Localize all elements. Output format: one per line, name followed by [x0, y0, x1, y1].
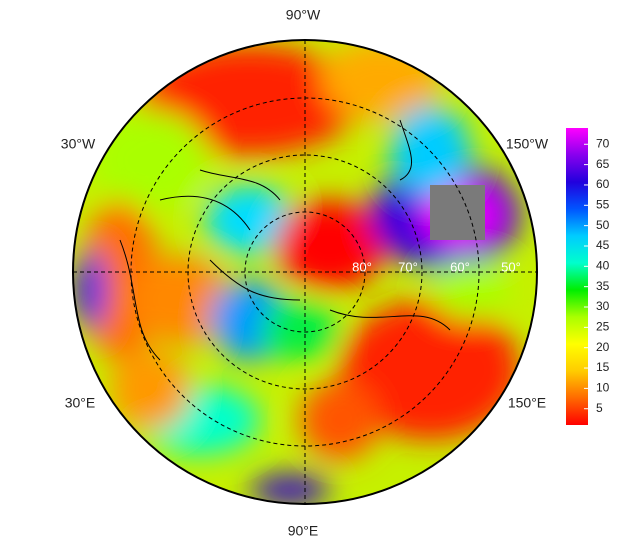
longitude-label: 90°E: [288, 523, 319, 539]
colorbar-tick-label: 55: [596, 197, 610, 211]
colorbar: 5 10 15 20 25 30 35 40 45 50 55 60 65 70: [566, 128, 610, 425]
longitude-label: 150°W: [506, 136, 549, 152]
colorbar-tick-label: 65: [596, 157, 610, 171]
latitude-label: 80°: [352, 259, 372, 274]
colorbar-tick-label: 20: [596, 340, 610, 354]
latitude-label: 50°: [501, 259, 521, 274]
colorbar-tick-label: 40: [596, 259, 610, 273]
colorbar-tick-label: 45: [596, 238, 610, 252]
longitude-label: 30°E: [65, 395, 96, 411]
latitude-label: 70°: [398, 259, 418, 274]
colorbar-tick-label: 35: [596, 279, 610, 293]
longitude-label: 90°W: [286, 7, 321, 23]
polar-field: [73, 40, 537, 504]
map-border: [72, 39, 538, 505]
colorbar-tick-label: 5: [596, 401, 603, 415]
latitude-label: 60°: [450, 259, 470, 274]
longitude-label: 150°E: [508, 395, 546, 411]
colorbar-tick-label: 25: [596, 320, 610, 334]
colorbar-tick-label: 10: [596, 381, 610, 395]
colorbar-tick-label: 15: [596, 360, 610, 374]
colorbar-tick-label: 30: [596, 299, 610, 313]
graticule: [73, 40, 537, 504]
colorbar-tick-label: 60: [596, 177, 610, 191]
longitude-label: 30°W: [61, 136, 96, 152]
colorbar-tick-label: 70: [596, 136, 610, 150]
colorbar-gradient: [566, 128, 588, 425]
colorbar-tick-label: 50: [596, 218, 610, 232]
